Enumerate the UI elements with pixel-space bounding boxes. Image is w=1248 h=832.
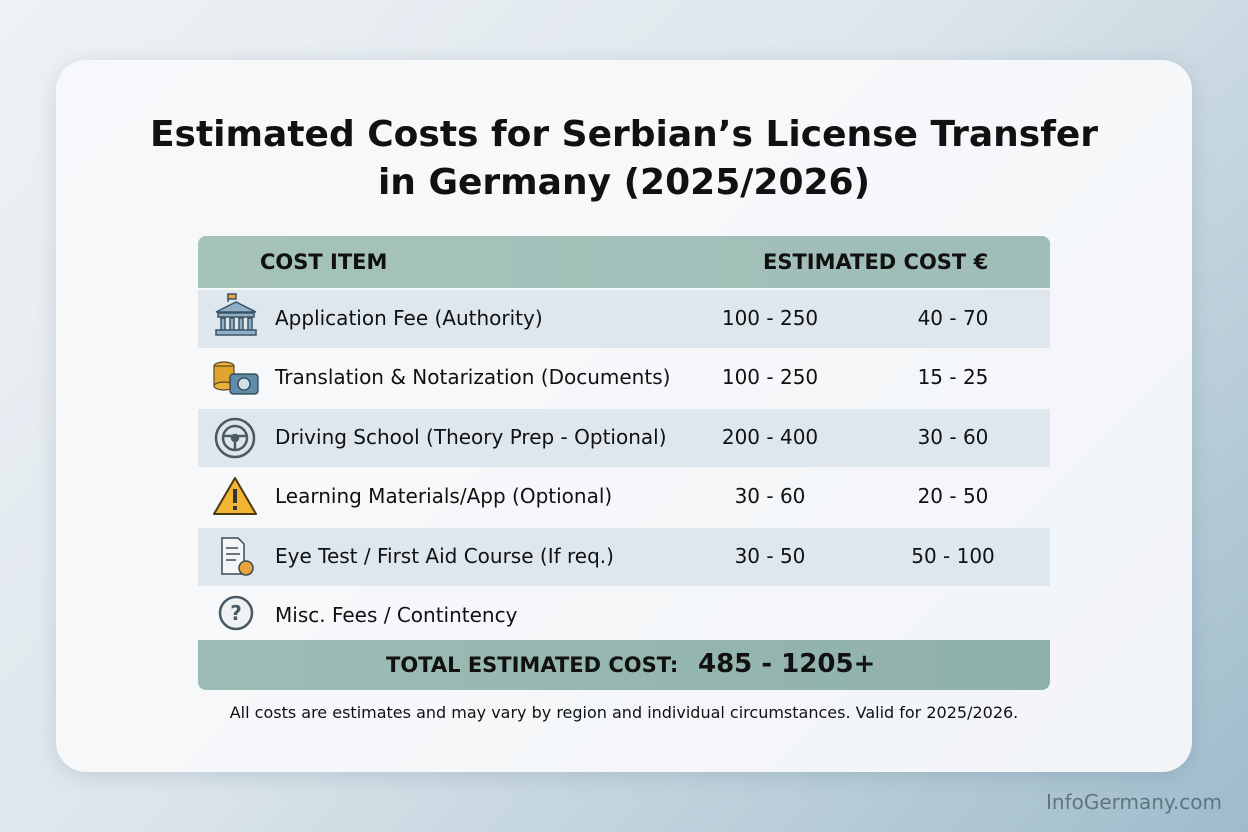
table-row: Translation & Notarization (Documents) 10… [198, 349, 1050, 407]
header-cell: COST ITEM [260, 250, 388, 274]
cost-item: Driving School (Theory Prep - Optional) [275, 425, 667, 449]
cost-value: 100 - 250 [721, 306, 819, 330]
document-icon [221, 537, 254, 576]
cost-value: 15 - 25 [917, 365, 989, 389]
table-header: COST ITEM ESTIMATED COST € [198, 236, 1050, 288]
svg-text:?: ? [230, 601, 242, 625]
cost-value: 40 - 70 [917, 306, 989, 330]
watermark: InfoGermany.com [1046, 790, 1222, 814]
cost-value: 30 - 50 [734, 544, 806, 568]
cost-item: Application Fee (Authority) [275, 306, 543, 330]
table-row: Application Fee (Authority) 100 - 250 40 -… [198, 290, 1050, 348]
question-icon: ? [218, 595, 254, 631]
cost-value: 30 - 60 [734, 484, 806, 508]
title-line: Estimated Costs for Serbian’s License Tr… [149, 114, 1099, 155]
cost-item: Eye Test / First Aid Course (If req.) [275, 544, 614, 568]
total-row: TOTAL ESTIMATED COST: 485 - 1205+ [198, 640, 1050, 690]
title-line: in Germany (2025/2026) [377, 162, 871, 203]
cost-value: 30 - 60 [917, 425, 989, 449]
cost-value: 50 - 100 [911, 544, 995, 568]
warning-icon [213, 477, 257, 515]
table-row: Misc. Fees / Contintency [198, 587, 1050, 645]
cost-value: 100 - 250 [721, 365, 819, 389]
table-row: Eye Test / First Aid Course (If req.) 30 … [198, 528, 1050, 586]
header-cell: ESTIMATED COST € [763, 250, 989, 274]
cost-item: Learning Materials/App (Optional) [275, 484, 613, 508]
total-label: TOTAL ESTIMATED COST: [386, 653, 679, 677]
total-value: 485 - 1205+ [698, 649, 876, 679]
footnote: All costs are estimates and may vary by … [229, 703, 1019, 722]
cost-value: 20 - 50 [917, 484, 989, 508]
table-row: Learning Materials/App (Optional) 30 - 60… [198, 468, 1050, 526]
cost-item: Translation & Notarization (Documents) [275, 365, 671, 389]
wheel-icon [214, 417, 256, 459]
bank-icon [215, 293, 257, 336]
table-row: Driving School (Theory Prep - Optional) 2… [198, 409, 1050, 467]
coins-camera-icon [213, 361, 259, 395]
cost-value: 200 - 400 [721, 425, 819, 449]
cost-item: Misc. Fees / Contintency [275, 603, 518, 627]
